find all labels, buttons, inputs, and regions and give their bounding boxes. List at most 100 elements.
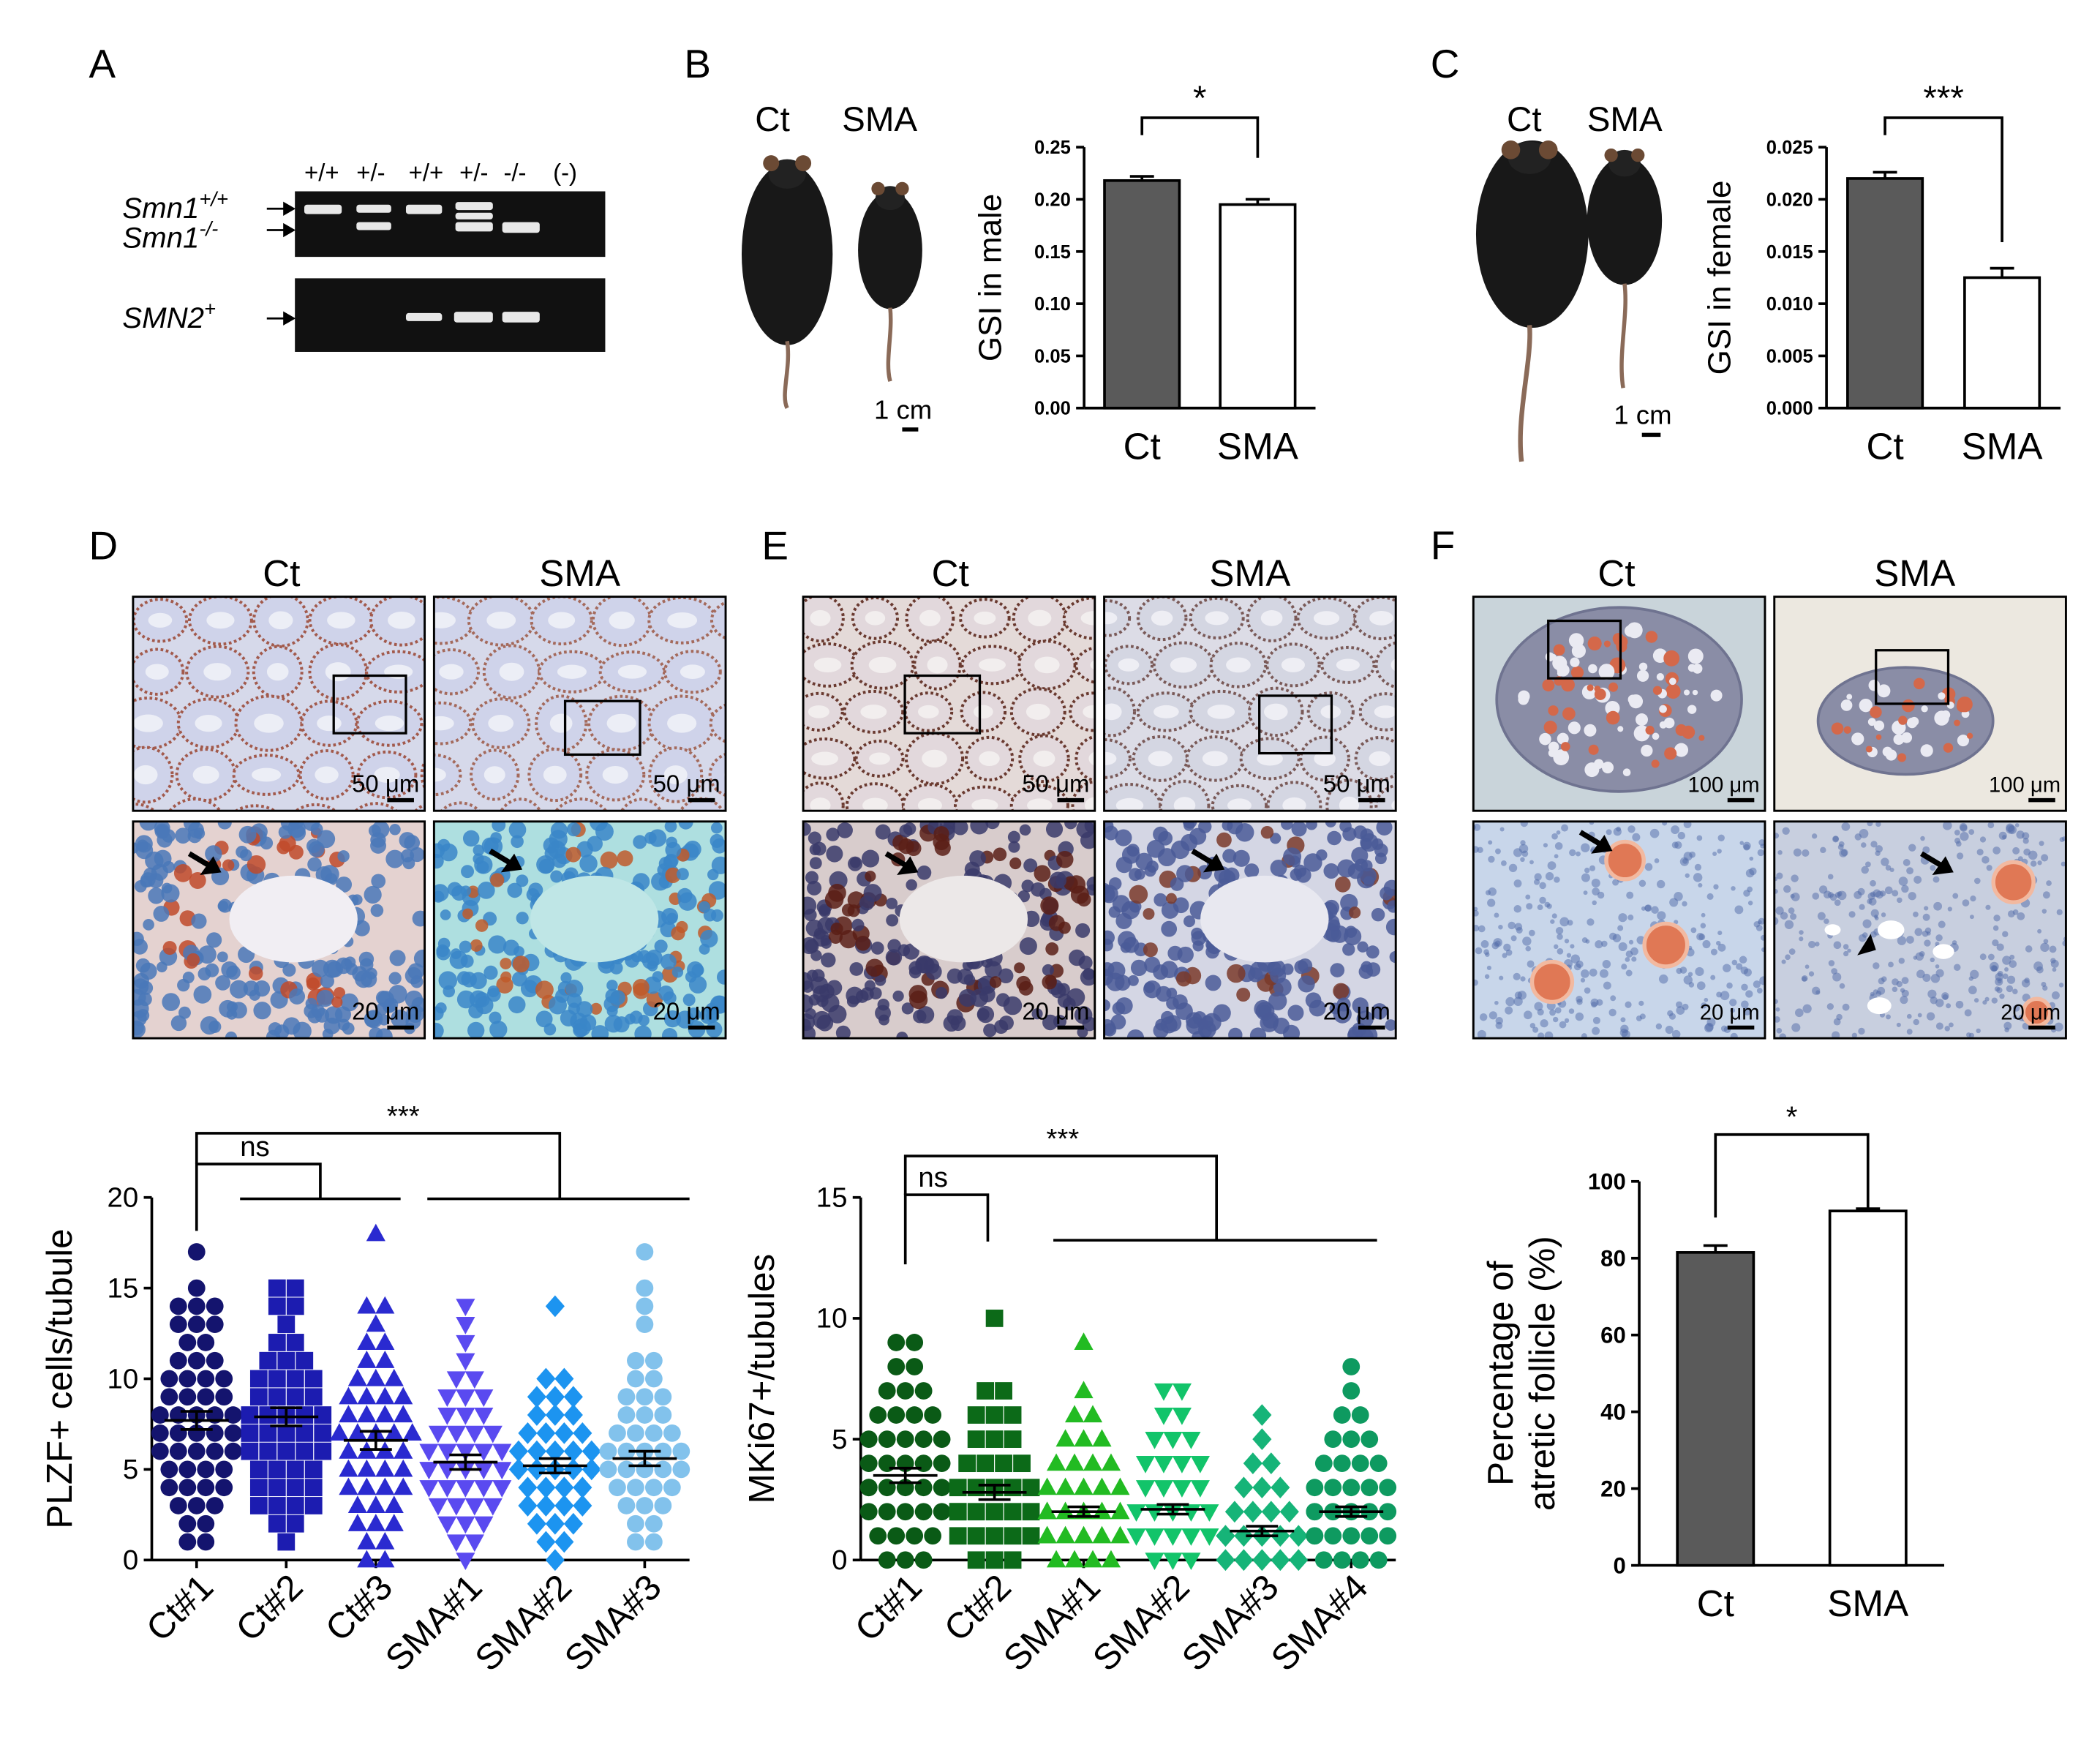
tubule-lumen: [530, 875, 659, 963]
cell-nucleus: [473, 844, 485, 856]
cell-nucleus: [474, 991, 490, 1007]
cell-nucleus: [1549, 1009, 1556, 1016]
micrograph-frame: [1773, 820, 2067, 1040]
cell-nucleus: [1570, 944, 1575, 949]
x-category-label: SMA: [1962, 425, 2044, 467]
data-point: [914, 1430, 933, 1448]
cell-nucleus: [2041, 909, 2047, 914]
cell-nucleus: [253, 1002, 271, 1020]
cell-nucleus: [1581, 1033, 1587, 1039]
cell-nucleus: [803, 822, 811, 836]
cell-nucleus: [1045, 821, 1064, 838]
cell-nucleus: [1573, 963, 1581, 971]
arrow-head: [283, 311, 296, 326]
cell-nucleus: [511, 835, 524, 849]
cell-nucleus: [1795, 1008, 1804, 1018]
cell-nucleus: [1992, 846, 2001, 855]
cell-nucleus: [1870, 841, 1878, 848]
panel-letter-e: E: [761, 522, 789, 568]
cell-nucleus: [508, 996, 526, 1014]
data-point: [536, 1422, 556, 1444]
cell-nucleus: [1486, 965, 1491, 971]
data-point: [887, 1358, 906, 1375]
tubule-lumen: [325, 662, 351, 682]
cell-nucleus: [606, 1005, 618, 1017]
cell-nucleus: [2004, 967, 2009, 972]
mouse-body: [1475, 140, 1589, 328]
mouse-body: [858, 191, 922, 309]
data-point: [492, 1443, 512, 1462]
tubule-lumen: [1369, 610, 1393, 626]
data-point: [878, 1551, 896, 1569]
cell-nucleus: [400, 849, 415, 863]
data-point: [437, 1516, 457, 1534]
tubule-lumen: [1104, 612, 1118, 625]
cell-nucleus: [816, 1014, 834, 1032]
cell-nucleus: [1954, 830, 1960, 836]
tubule-lumen: [133, 714, 163, 732]
cell-nucleus: [1080, 831, 1095, 849]
cell-nucleus: [1559, 917, 1570, 927]
cell-nucleus: [385, 849, 404, 868]
mouse-photo-sma: [1587, 148, 1663, 388]
follicle: [1898, 716, 1908, 725]
cell-nucleus: [410, 975, 424, 988]
follicle: [1957, 735, 1969, 747]
tubule-lumen: [229, 875, 358, 963]
cell-nucleus: [1655, 1023, 1663, 1030]
cell-nucleus: [1581, 969, 1589, 978]
column-label-sma: SMA: [1209, 552, 1291, 594]
data-point: [419, 1462, 439, 1480]
cell-nucleus: [304, 1004, 318, 1018]
data-point: [1172, 1456, 1192, 1473]
cell-nucleus: [1049, 871, 1067, 889]
cell-nucleus: [1610, 995, 1617, 1002]
cell-nucleus: [289, 821, 304, 830]
cell-nucleus: [217, 821, 232, 830]
cell-nucleus: [703, 909, 717, 922]
follicle: [1636, 669, 1649, 682]
cell-nucleus: [1555, 926, 1564, 935]
tubule: [1075, 646, 1095, 684]
cell-nucleus: [1992, 925, 1999, 931]
cell-nucleus: [1892, 986, 1898, 992]
cell-nucleus: [1484, 974, 1490, 979]
data-point: [178, 1479, 197, 1497]
cell-nucleus: [434, 1006, 444, 1021]
cell-nucleus: [600, 851, 618, 869]
follicle: [1692, 664, 1703, 674]
cell-nucleus: [808, 831, 821, 845]
arrow-head: [1932, 856, 1954, 875]
cell-nucleus: [1387, 900, 1396, 913]
data-point: [1243, 1501, 1262, 1523]
cell-nucleus: [282, 963, 296, 977]
data-point: [1252, 1549, 1272, 1572]
data-point: [1314, 1454, 1333, 1473]
cell-nucleus: [1903, 859, 1911, 866]
cell-nucleus: [1525, 945, 1531, 952]
data-point: [224, 1406, 242, 1424]
cell-nucleus: [1198, 1021, 1216, 1039]
cell-nucleus: [1906, 1029, 1913, 1035]
cell-nucleus: [490, 832, 502, 844]
mouse-tail: [886, 307, 893, 382]
cell-nucleus: [1824, 918, 1829, 924]
data-point: [384, 1514, 404, 1531]
cell-nucleus: [666, 836, 677, 849]
gel-band: [455, 222, 493, 232]
cell-nucleus: [1837, 891, 1843, 897]
data-point: [206, 1442, 224, 1460]
follicle: [1539, 732, 1551, 746]
gel-band: [502, 312, 540, 323]
cell-nucleus: [1702, 940, 1711, 949]
gel-lane-labels: +/+ +/- +/+ +/- -/- (-): [304, 159, 577, 186]
follicle: [1666, 683, 1681, 699]
cell-nucleus: [631, 950, 644, 963]
data-point: [419, 1480, 439, 1498]
cell-nucleus: [1935, 1022, 1943, 1030]
cell-nucleus: [139, 821, 157, 831]
data-point: [906, 1406, 924, 1424]
cell-nucleus: [993, 847, 1007, 862]
